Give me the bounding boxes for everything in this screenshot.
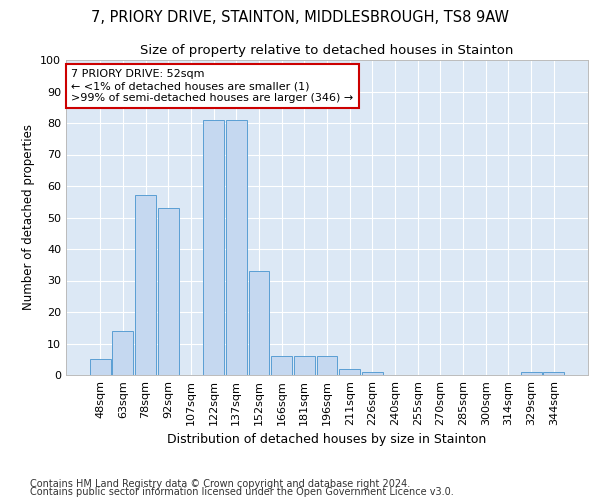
- Bar: [271, 356, 292, 375]
- Bar: [362, 372, 383, 375]
- Text: 7 PRIORY DRIVE: 52sqm
← <1% of detached houses are smaller (1)
>99% of semi-deta: 7 PRIORY DRIVE: 52sqm ← <1% of detached …: [71, 70, 353, 102]
- Bar: [317, 356, 337, 375]
- Bar: [521, 372, 542, 375]
- Bar: [248, 271, 269, 375]
- Y-axis label: Number of detached properties: Number of detached properties: [22, 124, 35, 310]
- Text: Contains public sector information licensed under the Open Government Licence v3: Contains public sector information licen…: [30, 487, 454, 497]
- Title: Size of property relative to detached houses in Stainton: Size of property relative to detached ho…: [140, 44, 514, 58]
- Bar: [226, 120, 247, 375]
- X-axis label: Distribution of detached houses by size in Stainton: Distribution of detached houses by size …: [167, 433, 487, 446]
- Bar: [544, 372, 564, 375]
- Bar: [90, 359, 110, 375]
- Bar: [112, 331, 133, 375]
- Bar: [158, 208, 179, 375]
- Text: Contains HM Land Registry data © Crown copyright and database right 2024.: Contains HM Land Registry data © Crown c…: [30, 479, 410, 489]
- Bar: [294, 356, 315, 375]
- Text: 7, PRIORY DRIVE, STAINTON, MIDDLESBROUGH, TS8 9AW: 7, PRIORY DRIVE, STAINTON, MIDDLESBROUGH…: [91, 10, 509, 25]
- Bar: [135, 196, 156, 375]
- Bar: [203, 120, 224, 375]
- Bar: [339, 368, 360, 375]
